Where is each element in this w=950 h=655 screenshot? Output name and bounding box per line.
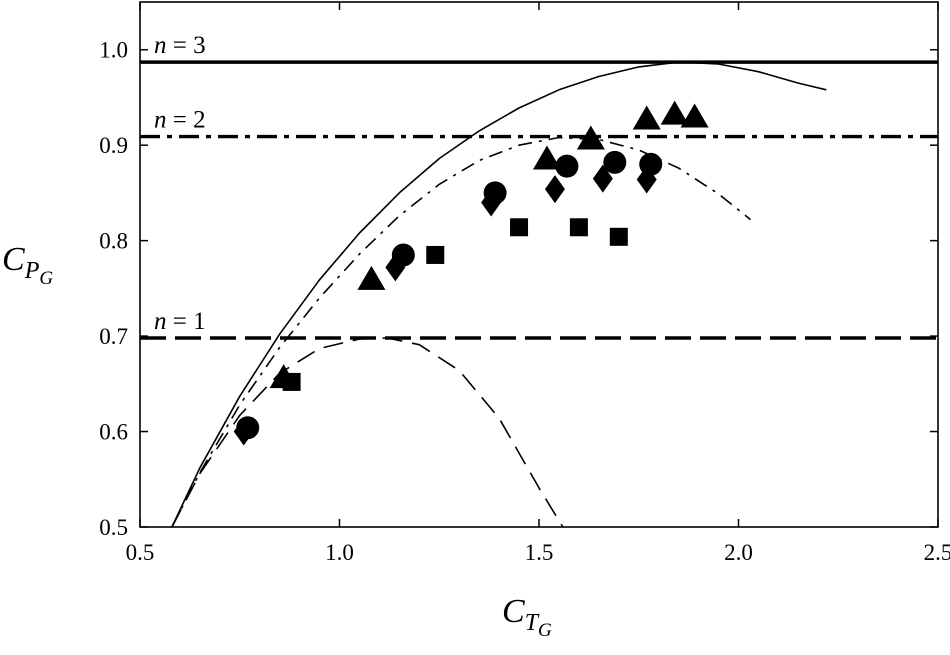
y-axis-label-main: C [2, 241, 25, 278]
square-marker [510, 218, 529, 237]
y-axis-label-sub: P [24, 258, 40, 284]
circle-marker [555, 154, 579, 178]
diamond-marker [544, 175, 565, 204]
circle-marker [603, 150, 627, 174]
y-tick-label: 0.5 [99, 515, 128, 540]
triangle-marker [680, 103, 709, 128]
triangle-marker [357, 265, 386, 290]
diamond-marker [481, 188, 502, 217]
x-tick-label: 2.0 [724, 540, 753, 565]
triangle-marker [660, 100, 689, 125]
y-axis-label: CPG [2, 241, 53, 289]
y-tick-label: 0.8 [99, 229, 128, 254]
limit-line-label: n = 2 [154, 107, 206, 134]
model-curve [171, 337, 564, 527]
y-tick-label: 1.0 [99, 38, 128, 63]
x-tick-label: 2.5 [924, 540, 950, 565]
y-tick-label: 0.9 [99, 133, 128, 158]
x-axis-label: CTG [502, 593, 552, 641]
limit-line-label: n = 3 [154, 32, 206, 59]
model-curve [171, 61, 827, 527]
y-axis-label-subsub: G [39, 268, 53, 289]
x-tick-label: 1.5 [525, 540, 554, 565]
square-marker [609, 227, 628, 246]
triangle-marker [576, 125, 605, 150]
diamond-marker [592, 164, 613, 193]
model-curves [171, 61, 827, 527]
diamond-marker [385, 253, 406, 282]
diamond-marker [233, 417, 254, 446]
square-marker [426, 245, 445, 264]
square-marker [282, 372, 301, 391]
x-axis-label-main: C [502, 593, 525, 630]
triangle-marker [632, 105, 661, 130]
y-tick-label: 0.6 [99, 420, 128, 445]
diamond-marker [636, 165, 657, 194]
x-axis: 0.5 1.0 1.5 2.0 2.5 [126, 2, 950, 565]
triangle-marker [532, 145, 561, 170]
plot-area-frame [139, 1, 939, 528]
y-tick-label: 0.7 [99, 324, 128, 349]
limit-lines [140, 60, 938, 340]
x-axis-label-subsub: G [538, 620, 552, 641]
limit-line-labels: n = 3 n = 2 n = 1 [154, 32, 206, 335]
y-axis: 0.5 0.6 0.7 0.8 0.9 1.0 [99, 38, 938, 540]
x-axis-label-sub: T [525, 610, 540, 636]
x-tick-label: 0.5 [126, 540, 155, 565]
x-tick-label: 1.0 [325, 540, 354, 565]
limit-line-label: n = 1 [154, 308, 206, 335]
square-marker [569, 218, 588, 237]
data-markers [233, 100, 709, 446]
